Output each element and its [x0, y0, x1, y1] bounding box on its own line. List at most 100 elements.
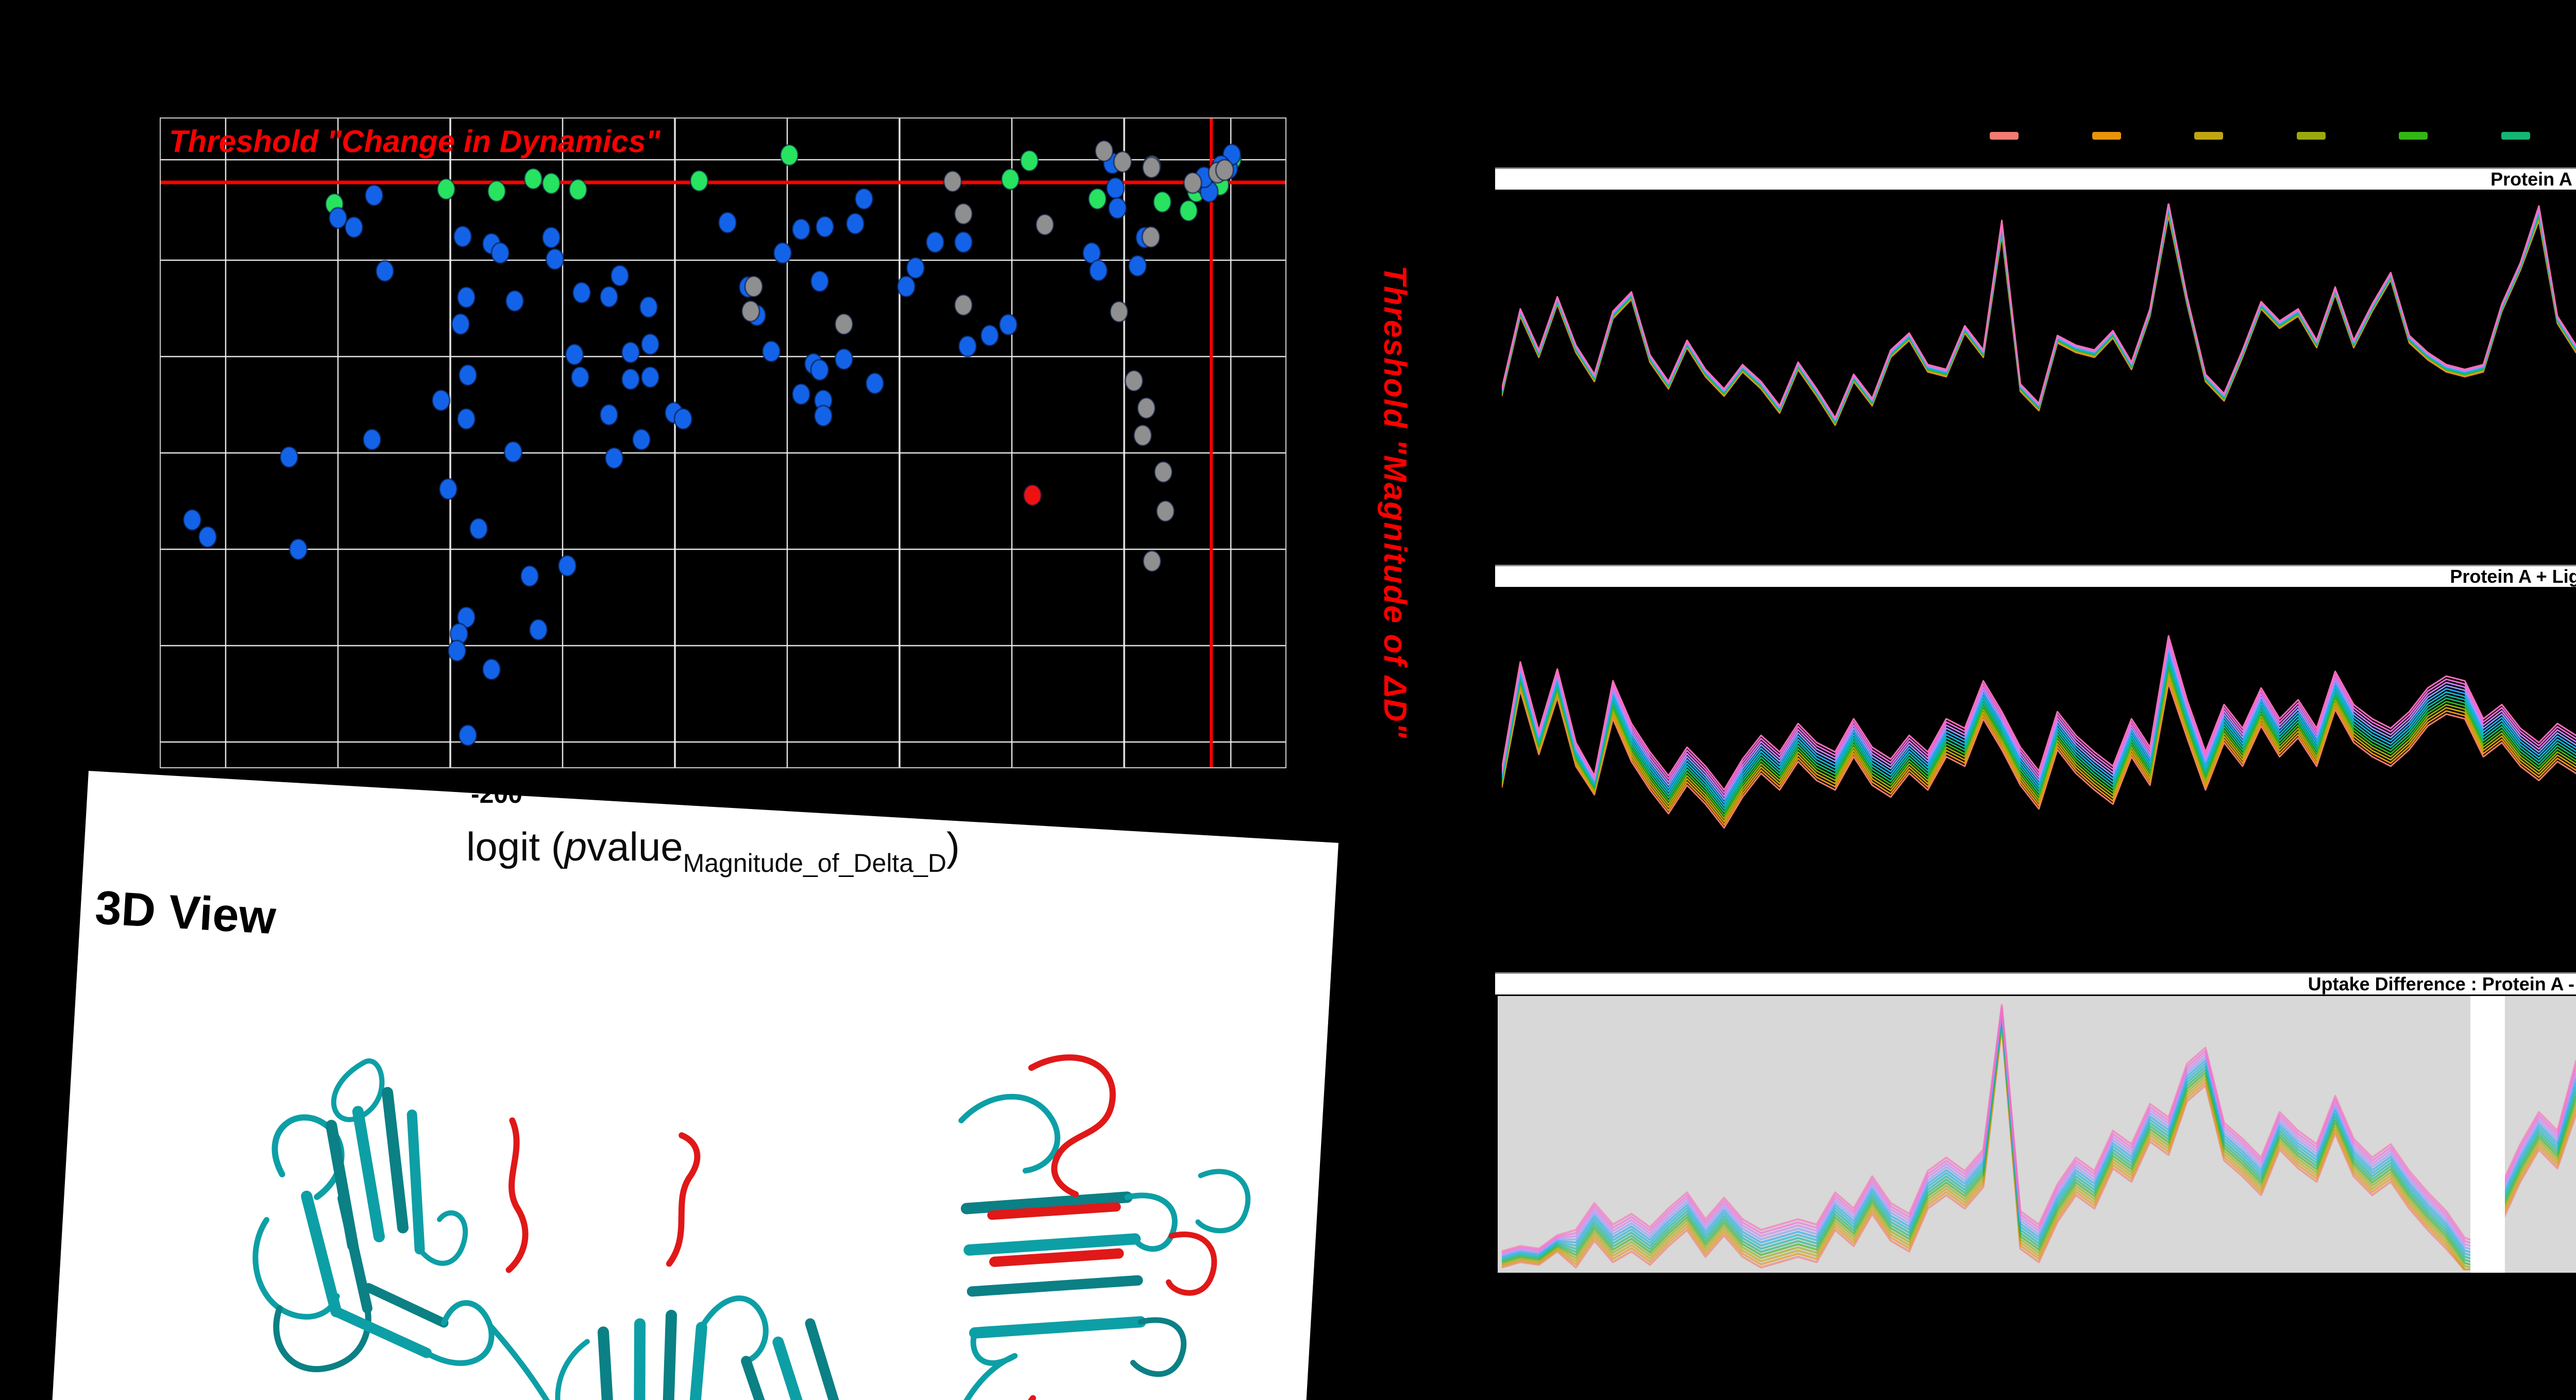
scatter-point[interactable] — [487, 180, 506, 203]
scatter-point[interactable] — [364, 184, 384, 207]
scatter-point[interactable] — [1020, 149, 1039, 172]
scatter-point[interactable] — [541, 172, 561, 195]
scatter-point[interactable] — [451, 313, 470, 335]
legend-swatch-5[interactable] — [2501, 132, 2530, 140]
scatter-point[interactable] — [1133, 424, 1153, 447]
scatter-point[interactable] — [761, 340, 781, 363]
uptake-difference-chart[interactable] — [1502, 1002, 2576, 1270]
scatter-point[interactable] — [845, 212, 865, 235]
scatter-point[interactable] — [1124, 369, 1144, 392]
scatter-point[interactable] — [779, 144, 799, 166]
scatter-point[interactable] — [925, 231, 945, 254]
scatter-point[interactable] — [198, 526, 217, 548]
scatter-point[interactable] — [279, 446, 299, 468]
legend-swatch-0[interactable] — [1990, 132, 2019, 140]
scatter-point[interactable] — [469, 517, 488, 540]
scatter-point[interactable] — [1153, 191, 1172, 213]
scatter-point[interactable] — [529, 618, 548, 641]
scatter-point[interactable] — [954, 203, 973, 225]
scatter-point[interactable] — [1108, 197, 1127, 220]
scatter-point[interactable] — [640, 333, 660, 356]
scatter-point[interactable] — [1215, 159, 1234, 181]
scatter-point[interactable] — [438, 478, 458, 500]
scatter-point[interactable] — [943, 170, 962, 193]
scatter-point[interactable] — [906, 257, 925, 279]
scatter-point[interactable] — [958, 335, 977, 358]
scatter-point[interactable] — [182, 509, 202, 531]
scatter-point[interactable] — [545, 248, 565, 271]
scatter-point[interactable] — [1088, 188, 1107, 210]
scatter-point[interactable] — [954, 231, 973, 254]
scatter-point[interactable] — [1137, 397, 1156, 419]
scatter-point[interactable] — [954, 294, 973, 316]
scatter-point[interactable] — [791, 383, 811, 406]
scatter-point[interactable] — [1094, 140, 1114, 162]
legend-swatch-1[interactable] — [2092, 132, 2121, 140]
scatter-point[interactable] — [520, 565, 539, 587]
scatter-point[interactable] — [1023, 484, 1042, 507]
scatter-point[interactable] — [791, 218, 811, 241]
legend-swatch-3[interactable] — [2296, 132, 2326, 140]
scatter-point[interactable] — [741, 300, 760, 323]
scatter-point[interactable] — [1089, 259, 1108, 282]
scatter-point[interactable] — [456, 286, 476, 309]
scatter-point[interactable] — [834, 313, 854, 335]
scatter-point[interactable] — [810, 359, 829, 381]
scatter-point[interactable] — [541, 226, 561, 249]
uptake-chart-protein-a-ligand[interactable] — [1502, 600, 2576, 837]
scatter-point[interactable] — [632, 428, 651, 451]
scatter-point[interactable] — [773, 242, 792, 264]
protein-structure[interactable] — [198, 950, 1339, 1400]
scatter-point[interactable] — [980, 324, 999, 347]
scatter-point[interactable] — [610, 264, 630, 287]
scatter-point[interactable] — [482, 658, 501, 681]
scatter-point[interactable] — [865, 372, 885, 395]
scatter-point[interactable] — [640, 366, 660, 389]
scatter-point[interactable] — [289, 538, 308, 561]
scatter-point[interactable] — [328, 207, 348, 229]
scatter-point[interactable] — [604, 447, 624, 469]
scatter-point[interactable] — [896, 275, 916, 298]
scatter-point[interactable] — [814, 404, 833, 427]
scatter-point[interactable] — [621, 368, 640, 391]
scatter-point[interactable] — [1183, 172, 1202, 194]
scatter-point[interactable] — [570, 366, 590, 389]
scatter-point[interactable] — [1113, 150, 1132, 173]
scatter-point[interactable] — [1109, 300, 1129, 323]
scatter-point[interactable] — [834, 348, 854, 370]
scatter-point[interactable] — [557, 554, 577, 577]
scatter-point[interactable] — [362, 428, 382, 451]
scatter-point[interactable] — [998, 313, 1018, 336]
scatter-point[interactable] — [523, 167, 543, 190]
scatter-point[interactable] — [1141, 226, 1161, 248]
scatter-point[interactable] — [436, 178, 456, 200]
scatter-point[interactable] — [815, 215, 835, 238]
scatter-point[interactable] — [621, 341, 640, 364]
scatter-point[interactable] — [810, 270, 829, 293]
scatter-point[interactable] — [1001, 168, 1020, 191]
scatter-point[interactable] — [1128, 255, 1147, 277]
scatter-point[interactable] — [447, 639, 467, 662]
scatter-point[interactable] — [572, 281, 591, 304]
volcano-plot[interactable] — [160, 117, 1286, 768]
scatter-point[interactable] — [503, 441, 523, 463]
scatter-point[interactable] — [458, 364, 478, 386]
scatter-point[interactable] — [599, 403, 619, 426]
scatter-point[interactable] — [568, 178, 588, 201]
scatter-point[interactable] — [854, 188, 874, 210]
scatter-point[interactable] — [1106, 177, 1125, 199]
scatter-point[interactable] — [1035, 213, 1055, 236]
scatter-point[interactable] — [565, 343, 584, 366]
scatter-point[interactable] — [718, 211, 737, 234]
scatter-point[interactable] — [1142, 550, 1162, 572]
scatter-point[interactable] — [456, 408, 476, 430]
3d-view-panel[interactable]: 3D View — [44, 771, 1338, 1400]
scatter-point[interactable] — [1156, 500, 1175, 522]
volcano-scatter-svg[interactable] — [161, 119, 1285, 767]
uptake-chart-protein-a[interactable] — [1502, 204, 2576, 446]
legend-swatch-4[interactable] — [2399, 132, 2428, 140]
scatter-point[interactable] — [639, 296, 658, 318]
scatter-point[interactable] — [744, 275, 764, 298]
scatter-point[interactable] — [1142, 156, 1161, 179]
scatter-point[interactable] — [344, 216, 364, 239]
